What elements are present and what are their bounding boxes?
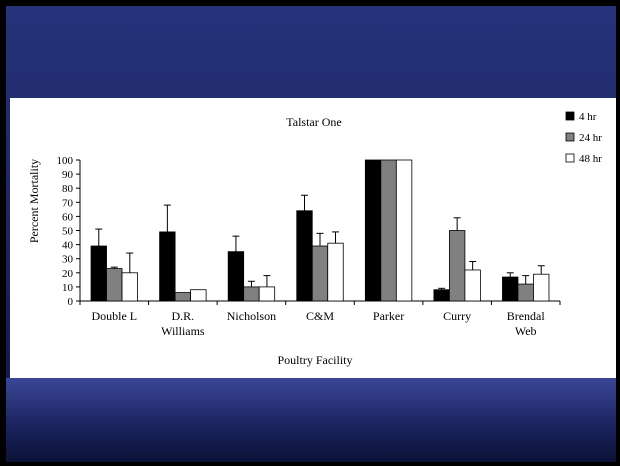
bar (174, 292, 192, 302)
bar (243, 286, 260, 302)
x-tick-label: Nicholson (227, 309, 276, 323)
y-tick-label: 0 (68, 296, 74, 308)
x-axis-label: Poultry Facility (278, 353, 353, 367)
x-tick-label: Brendal (507, 309, 546, 323)
bar (327, 242, 344, 302)
x-tick-label: Curry (443, 309, 471, 323)
legend-label: 4 hr (579, 111, 597, 123)
bar (121, 272, 138, 302)
plot-area: 0 10 20 30 40 50 60 70 80 90 100 Double L D.R.Willia… (57, 155, 561, 338)
y-tick-label: 70 (62, 197, 74, 209)
y-tick-label: 80 (62, 183, 74, 195)
bar (380, 159, 397, 302)
legend-swatch (565, 132, 575, 142)
bar (395, 159, 413, 302)
y-tick-label: 60 (62, 211, 74, 223)
bar (533, 273, 550, 302)
bar (190, 289, 207, 302)
slide-footer-band (6, 378, 616, 462)
bar (464, 269, 481, 302)
slide-background: Talstar One Percent Mortality Poultry Fa… (6, 6, 616, 462)
x-tick-label: Parker (373, 309, 404, 323)
bar-chart: Talstar One Percent Mortality Poultry Fa… (27, 111, 602, 367)
bar (502, 276, 519, 302)
bar (106, 268, 123, 302)
legend-label: 24 hr (579, 132, 602, 144)
legend-swatch (565, 153, 575, 163)
x-tick-label: Williams (161, 324, 205, 338)
y-tick-label: 100 (57, 155, 74, 167)
legend-swatch (565, 111, 575, 121)
chart-panel: Talstar One Percent Mortality Poultry Fa… (10, 98, 616, 378)
bar (448, 230, 466, 302)
x-tick-label: D.R. (172, 309, 195, 323)
y-axis-label: Percent Mortality (27, 159, 41, 243)
bar (227, 251, 245, 302)
y-tick-label: 10 (62, 282, 74, 294)
chart-title: Talstar One (286, 115, 341, 129)
y-tick-label: 20 (62, 268, 74, 280)
y-tick-label: 40 (62, 240, 74, 252)
y-tick-label: 90 (62, 169, 74, 181)
bar (364, 159, 382, 302)
y-tick-label: 30 (62, 254, 74, 266)
bar (517, 283, 534, 302)
bar (296, 210, 313, 302)
legend: 4 hr 24 hr 48 hr (565, 111, 602, 165)
bar (159, 231, 176, 302)
y-tick-label: 50 (62, 226, 74, 238)
bar (433, 289, 450, 302)
bar (311, 245, 329, 302)
legend-label: 48 hr (579, 153, 602, 165)
x-tick-label: C&M (306, 309, 334, 323)
x-tick-label: Double L (91, 309, 137, 323)
bar (258, 286, 276, 302)
bar (90, 245, 107, 302)
x-tick-label: Web (515, 324, 537, 338)
